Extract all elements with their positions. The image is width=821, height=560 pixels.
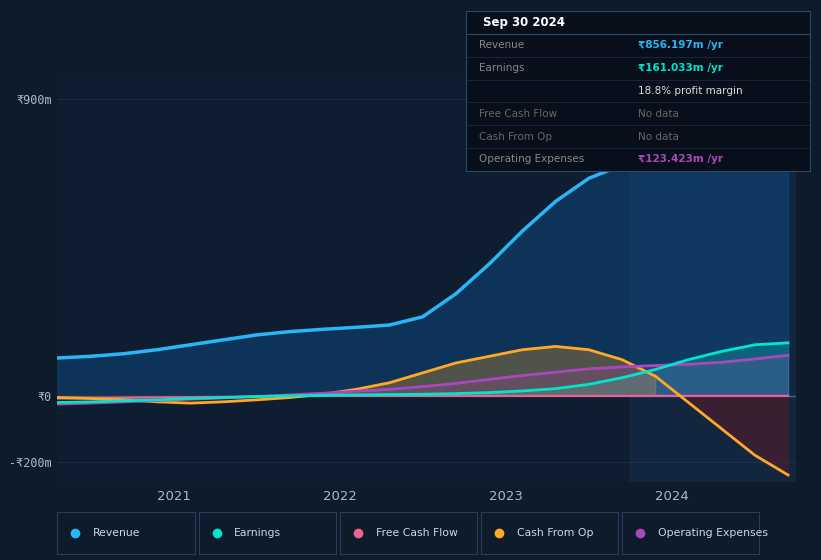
- Text: Operating Expenses: Operating Expenses: [479, 155, 585, 165]
- Text: Free Cash Flow: Free Cash Flow: [479, 109, 557, 119]
- Text: Free Cash Flow: Free Cash Flow: [375, 529, 457, 538]
- Text: Revenue: Revenue: [479, 40, 525, 50]
- Text: Cash From Op: Cash From Op: [516, 529, 594, 538]
- Text: Earnings: Earnings: [479, 63, 525, 73]
- Text: ₹161.033m /yr: ₹161.033m /yr: [638, 63, 722, 73]
- Text: Operating Expenses: Operating Expenses: [658, 529, 768, 538]
- Text: Sep 30 2024: Sep 30 2024: [483, 16, 565, 29]
- Text: No data: No data: [638, 109, 679, 119]
- Text: Cash From Op: Cash From Op: [479, 132, 553, 142]
- Text: ₹856.197m /yr: ₹856.197m /yr: [638, 40, 722, 50]
- Text: No data: No data: [638, 132, 679, 142]
- Text: Earnings: Earnings: [234, 529, 282, 538]
- Text: Revenue: Revenue: [93, 529, 140, 538]
- Text: 18.8% profit margin: 18.8% profit margin: [638, 86, 742, 96]
- Text: ₹123.423m /yr: ₹123.423m /yr: [638, 155, 723, 165]
- Bar: [631, 73, 796, 482]
